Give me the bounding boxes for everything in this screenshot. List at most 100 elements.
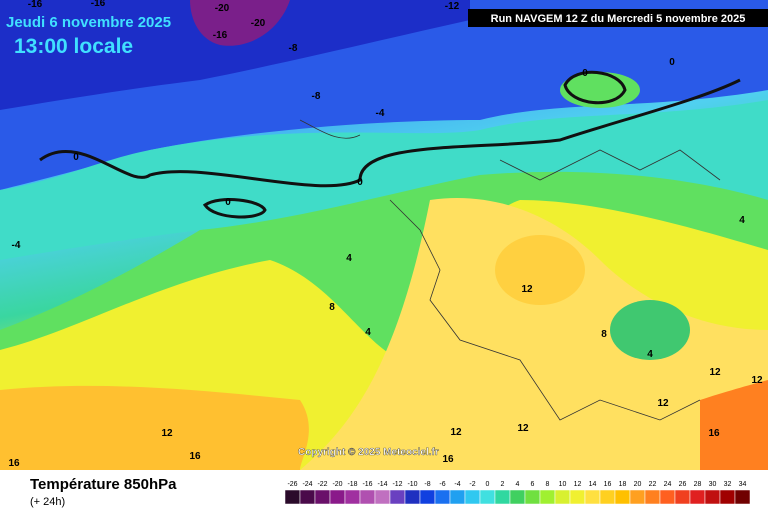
- legend-label: -26: [287, 481, 297, 488]
- legend-label: -2: [469, 481, 475, 488]
- legend-swatch: [524, 489, 541, 505]
- legend-label: -16: [362, 481, 372, 488]
- legend-label: 14: [589, 481, 597, 488]
- contour-label: 0: [582, 68, 588, 79]
- contour-label: 12: [450, 427, 462, 438]
- legend-swatch: [434, 489, 451, 505]
- run-box: [468, 9, 768, 27]
- legend-swatch: [599, 489, 616, 505]
- contour-label: 12: [751, 375, 763, 386]
- legend-swatch: [554, 489, 571, 505]
- contour-label: -4: [12, 240, 21, 251]
- legend-label: 0: [486, 481, 490, 488]
- contour-label: -20: [215, 3, 230, 14]
- legend-label: -12: [392, 481, 402, 488]
- legend-swatch: [539, 489, 556, 505]
- legend-swatch: [404, 489, 421, 505]
- legend-swatch: [284, 489, 301, 505]
- legend-swatch: [719, 489, 736, 505]
- contour-label: 12: [709, 367, 721, 378]
- legend-label: 22: [649, 481, 657, 488]
- contour-label: 16: [708, 428, 720, 439]
- legend-swatch: [689, 489, 706, 505]
- legend-label: 4: [516, 481, 520, 488]
- contour-label: -20: [251, 18, 266, 29]
- legend-label: 24: [664, 481, 672, 488]
- copyright: Copyright © 2025 Meteociel.fr: [298, 447, 439, 458]
- legend-label: 6: [531, 481, 535, 488]
- legend-swatch: [659, 489, 676, 505]
- legend-label: 8: [546, 481, 550, 488]
- legend-label: -6: [439, 481, 445, 488]
- legend-label: -20: [332, 481, 342, 488]
- legend-label: -22: [317, 481, 327, 488]
- contour-label: -12: [445, 1, 460, 12]
- legend-swatch: [389, 489, 406, 505]
- legend-label: 26: [679, 481, 687, 488]
- contour-label: 12: [161, 428, 173, 439]
- contour-label: 16: [442, 454, 454, 465]
- contour-label: 12: [657, 398, 669, 409]
- legend-swatch: [374, 489, 391, 505]
- contour-label: 8: [329, 302, 335, 313]
- contour-label: -16: [91, 0, 106, 9]
- contour-label: 0: [73, 152, 79, 163]
- legend-swatch: [734, 489, 751, 505]
- legend-swatch: [494, 489, 511, 505]
- legend-label: 10: [559, 481, 567, 488]
- contour-label: 4: [365, 327, 371, 338]
- legend-swatch: [614, 489, 631, 505]
- contour-label: -16: [213, 30, 228, 41]
- contour-label: 12: [521, 284, 533, 295]
- legend-swatch: [329, 489, 346, 505]
- legend-swatch: [419, 489, 436, 505]
- legend-label: 32: [724, 481, 732, 488]
- legend-label: 2: [501, 481, 505, 488]
- legend-swatch: [629, 489, 646, 505]
- legend-label: -14: [377, 481, 387, 488]
- legend-swatch: [479, 489, 496, 505]
- legend-label: -8: [424, 481, 430, 488]
- legend-swatch: [299, 489, 316, 505]
- legend-swatch: [674, 489, 691, 505]
- legend-label: -10: [407, 481, 417, 488]
- contour-label: 4: [647, 349, 653, 360]
- legend-swatch: [449, 489, 466, 505]
- legend-label: 16: [604, 481, 612, 488]
- contour-label: -8: [289, 43, 298, 54]
- contour-label: 12: [517, 423, 529, 434]
- legend: -26 -24 -22 -20 -18 -16 -14 -12 -10 -8 -6 -4 -2 0 2 4 6 8…: [284, 481, 751, 505]
- time-label: 13:00 locale: [14, 35, 133, 58]
- footer-subtitle: (+ 24h): [30, 496, 65, 508]
- legend-swatch: [584, 489, 601, 505]
- contour-label: -8: [312, 91, 321, 102]
- legend-label: -24: [302, 481, 312, 488]
- legend-label: -4: [454, 481, 460, 488]
- legend-label: 20: [634, 481, 642, 488]
- legend-swatch: [464, 489, 481, 505]
- contour-label: 0: [669, 57, 675, 68]
- legend-label: 28: [694, 481, 702, 488]
- contour-label: 0: [225, 197, 231, 208]
- legend-label: 12: [574, 481, 582, 488]
- contour-label: 4: [739, 215, 745, 226]
- contour-label: 4: [346, 253, 352, 264]
- footer-title: Température 850hPa: [30, 476, 177, 493]
- legend-swatch: [314, 489, 331, 505]
- contour-labels: -20 -20 -16 -16 -16 -12 -8 -8 -4 0 0 0 0 0 -4 4 4 8 4 12 8 4 1…: [8, 0, 763, 469]
- contour-label: 16: [8, 458, 20, 469]
- contour-label: 0: [357, 177, 363, 188]
- legend-swatch: [359, 489, 376, 505]
- legend-swatch: [344, 489, 361, 505]
- legend-label: 34: [739, 481, 747, 488]
- contour-label: -4: [376, 108, 385, 119]
- contour-label: 8: [601, 329, 607, 340]
- legend-swatch: [644, 489, 661, 505]
- contour-label: 16: [189, 451, 201, 462]
- legend-swatch: [509, 489, 526, 505]
- contour-label: -16: [28, 0, 43, 10]
- map: [0, 0, 768, 470]
- run-label: Run NAVGEM 12 Z du Mercredi 5 novembre 2…: [491, 13, 746, 25]
- date-label: Jeudi 6 novembre 2025: [6, 14, 171, 31]
